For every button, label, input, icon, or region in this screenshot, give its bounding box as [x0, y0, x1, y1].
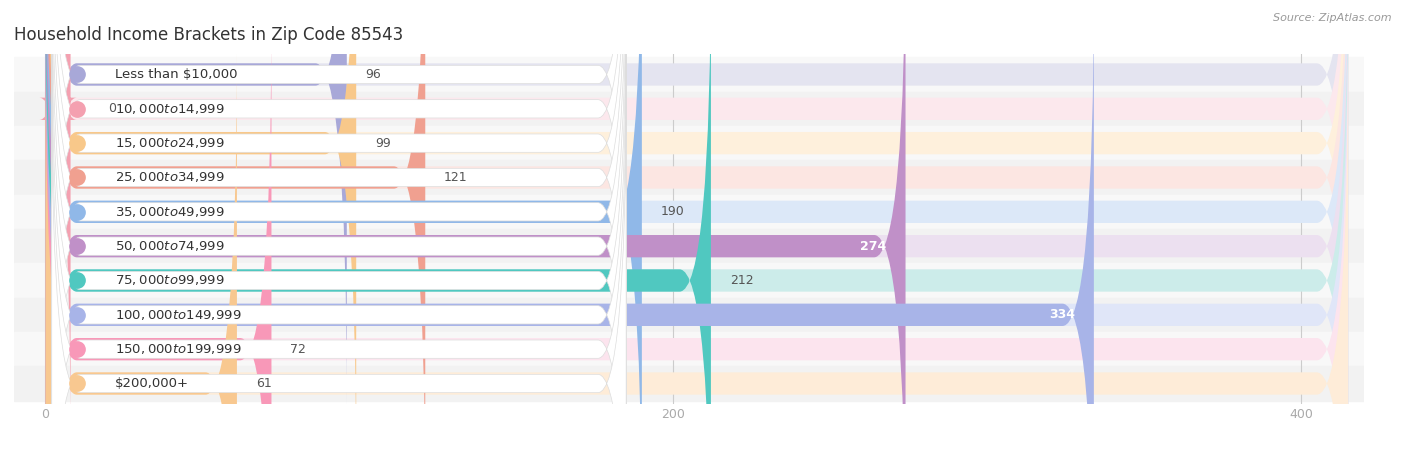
- FancyBboxPatch shape: [45, 0, 1094, 449]
- Text: 72: 72: [290, 343, 307, 356]
- FancyBboxPatch shape: [45, 0, 711, 449]
- Bar: [14, 92, 1364, 126]
- FancyBboxPatch shape: [52, 49, 626, 449]
- Text: $35,000 to $49,999: $35,000 to $49,999: [114, 205, 224, 219]
- FancyBboxPatch shape: [45, 0, 1348, 449]
- Text: 190: 190: [661, 205, 685, 218]
- FancyBboxPatch shape: [45, 51, 1348, 449]
- Text: 212: 212: [730, 274, 754, 287]
- Text: $50,000 to $74,999: $50,000 to $74,999: [114, 239, 224, 253]
- FancyBboxPatch shape: [45, 0, 643, 449]
- FancyBboxPatch shape: [52, 0, 626, 443]
- Text: Less than $10,000: Less than $10,000: [114, 68, 238, 81]
- FancyBboxPatch shape: [39, 0, 77, 441]
- Text: 274: 274: [860, 240, 887, 253]
- FancyBboxPatch shape: [45, 0, 1348, 449]
- FancyBboxPatch shape: [45, 0, 1348, 407]
- Text: $10,000 to $14,999: $10,000 to $14,999: [114, 102, 224, 116]
- Text: $75,000 to $99,999: $75,000 to $99,999: [114, 273, 224, 287]
- Text: 96: 96: [366, 68, 381, 81]
- FancyBboxPatch shape: [45, 0, 1348, 449]
- FancyBboxPatch shape: [45, 51, 238, 449]
- Text: $150,000 to $199,999: $150,000 to $199,999: [114, 342, 240, 356]
- FancyBboxPatch shape: [45, 0, 1348, 449]
- FancyBboxPatch shape: [52, 0, 626, 449]
- Bar: [14, 298, 1364, 332]
- FancyBboxPatch shape: [45, 0, 347, 407]
- FancyBboxPatch shape: [52, 0, 626, 449]
- Bar: [14, 160, 1364, 195]
- FancyBboxPatch shape: [52, 84, 626, 449]
- Bar: [14, 332, 1364, 366]
- FancyBboxPatch shape: [52, 0, 626, 449]
- Text: $100,000 to $149,999: $100,000 to $149,999: [114, 308, 240, 322]
- FancyBboxPatch shape: [52, 0, 626, 374]
- Text: $200,000+: $200,000+: [114, 377, 188, 390]
- FancyBboxPatch shape: [45, 0, 905, 449]
- FancyBboxPatch shape: [52, 15, 626, 449]
- Text: $15,000 to $24,999: $15,000 to $24,999: [114, 136, 224, 150]
- Text: 334: 334: [1049, 308, 1076, 321]
- Bar: [14, 57, 1364, 92]
- Text: 121: 121: [444, 171, 468, 184]
- FancyBboxPatch shape: [52, 0, 626, 409]
- FancyBboxPatch shape: [45, 17, 1348, 449]
- FancyBboxPatch shape: [52, 0, 626, 449]
- FancyBboxPatch shape: [45, 0, 425, 449]
- FancyBboxPatch shape: [45, 0, 1348, 441]
- FancyBboxPatch shape: [45, 17, 271, 449]
- Bar: [14, 195, 1364, 229]
- Text: 0: 0: [108, 102, 117, 115]
- Bar: [14, 263, 1364, 298]
- FancyBboxPatch shape: [45, 0, 356, 449]
- Bar: [14, 126, 1364, 160]
- FancyBboxPatch shape: [45, 0, 1348, 449]
- Text: Household Income Brackets in Zip Code 85543: Household Income Brackets in Zip Code 85…: [14, 26, 404, 44]
- Text: $25,000 to $34,999: $25,000 to $34,999: [114, 171, 224, 185]
- Text: 99: 99: [375, 136, 391, 150]
- Bar: [14, 229, 1364, 263]
- FancyBboxPatch shape: [45, 0, 1348, 449]
- Text: Source: ZipAtlas.com: Source: ZipAtlas.com: [1274, 13, 1392, 23]
- Text: 61: 61: [256, 377, 271, 390]
- Bar: [14, 366, 1364, 401]
